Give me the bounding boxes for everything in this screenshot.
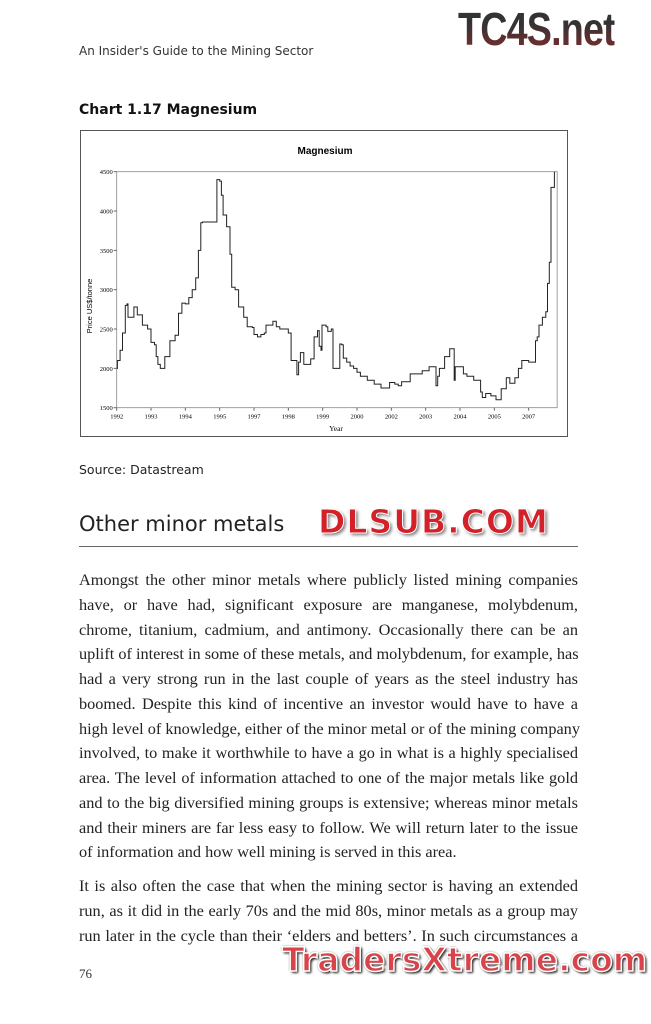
body-line: It is also often the case that when the …: [79, 876, 578, 895]
x-tick-label: 2002: [385, 414, 398, 421]
y-tick-label: 2500: [100, 327, 113, 334]
x-tick-label: 2000: [351, 414, 364, 421]
y-tick-label: 3500: [100, 248, 113, 255]
body-line: and their miners are far less easy to fo…: [79, 817, 578, 837]
x-axis-label: Year: [329, 424, 343, 433]
body-line: boomed. Despite this kind of incentive a…: [79, 693, 578, 713]
body-line: high level of knowledge, either of the m…: [79, 718, 580, 738]
y-tick-label: 4000: [100, 209, 113, 216]
chart-caption: Chart 1.17 Magnesium: [79, 102, 258, 118]
body-line: uplift of interest in some of these meta…: [79, 644, 579, 664]
body-line: run later in the cycle than their ‘elder…: [79, 925, 578, 945]
y-tick-label: 4500: [100, 169, 113, 176]
x-tick-label: 1993: [145, 414, 158, 421]
x-tick-label: 2003: [419, 414, 432, 421]
x-tick-label: 1992: [110, 414, 123, 421]
watermark-bottom: TradersXtreme.com: [281, 939, 648, 980]
x-tick-label: 1997: [248, 414, 262, 421]
x-tick-label: 1995: [213, 414, 226, 421]
body-line: have, or have had, significant exposure …: [79, 594, 578, 614]
x-tick-label: 1999: [316, 414, 329, 421]
chart-title: Magnesium: [297, 146, 352, 157]
section-divider: [79, 546, 578, 547]
body-line: had a very strong run in the last couple…: [79, 669, 578, 688]
body-line: and to the big diversified mining groups…: [79, 792, 578, 812]
y-tick-label: 2000: [100, 366, 113, 373]
chart-source: Source: Datastream: [79, 462, 204, 477]
body-line: run, as it did in the early 70s and the …: [79, 900, 578, 920]
y-axis-label: Price US$/tonne: [85, 279, 94, 334]
page-number: 76: [79, 966, 92, 981]
y-tick-label: 3000: [100, 287, 113, 294]
plot-area: [116, 171, 558, 409]
body-line: area. The level of information attached …: [79, 768, 578, 787]
magnesium-chart: Magnesium Price US$/tonne Year 1500 2000 2…: [85, 146, 558, 433]
y-tick-label: 1500: [100, 405, 113, 412]
x-tick-label: 1998: [282, 414, 295, 421]
x-tick-label: 2004: [454, 414, 468, 421]
body-line: chrome, titanium, cadmium, and antimony.…: [79, 619, 578, 639]
section-title: Other minor metals: [79, 512, 285, 536]
watermark-top: TC4S.net: [458, 3, 616, 55]
body-line: involved, to make it worthwhile to have …: [79, 743, 578, 763]
x-tick-label: 2007: [522, 414, 536, 421]
watermark-middle: DLSUB.COM: [318, 502, 549, 541]
chart-frame: Magnesium Price US$/tonne Year 1500 2000 2…: [80, 130, 568, 437]
series-line-magnesium: [116, 171, 555, 401]
x-tick-label: 2005: [488, 414, 501, 421]
body-line: Amongst the other minor metals where pub…: [79, 570, 578, 589]
running-head: An Insider's Guide to the Mining Sector: [79, 44, 314, 58]
x-tick-label: 1994: [179, 414, 193, 421]
body-line: of information and how well mining is se…: [79, 842, 457, 862]
